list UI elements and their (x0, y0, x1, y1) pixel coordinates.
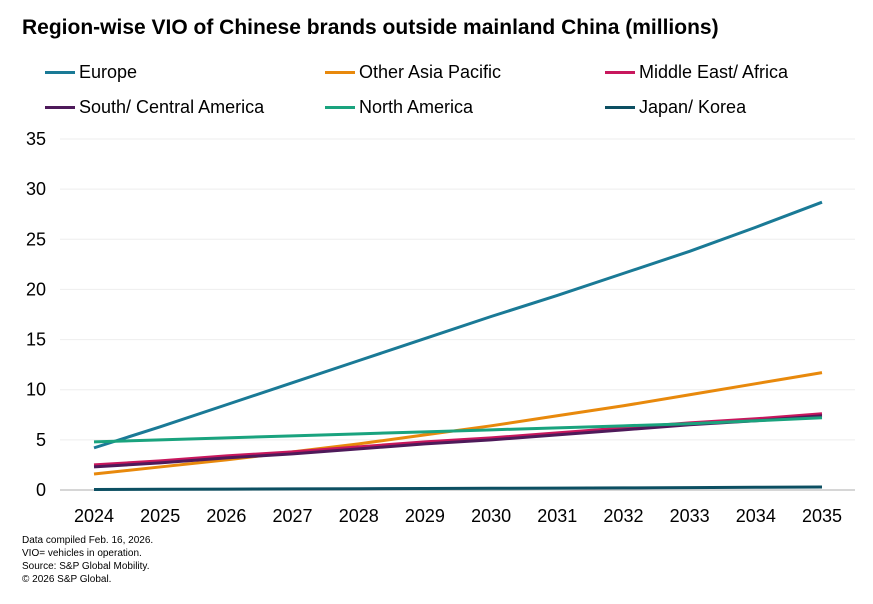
legend-label: South/ Central America (79, 97, 265, 117)
x-tick-label: 2025 (140, 506, 180, 526)
legend-item: Other Asia Pacific (325, 62, 501, 83)
series-line (93, 416, 823, 444)
legend-swatch (45, 106, 75, 109)
y-tick-label: 10 (26, 380, 46, 400)
legend-swatch (605, 106, 635, 109)
legend-item: Middle East/ Africa (605, 62, 788, 83)
x-tick-label: 2032 (603, 506, 643, 526)
footnotes: Data compiled Feb. 16, 2026. VIO= vehicl… (22, 534, 153, 586)
note-source: Source: S&P Global Mobility. (22, 561, 150, 572)
x-tick-label: 2035 (802, 506, 842, 526)
y-tick-label: 20 (26, 279, 46, 299)
x-tick-label: 2027 (273, 506, 313, 526)
legend-swatch (325, 71, 355, 74)
y-tick-label: 5 (36, 430, 46, 450)
note-copyright: © 2026 S&P Global. (22, 574, 112, 585)
x-tick-label: 2029 (405, 506, 445, 526)
series-line (93, 485, 823, 491)
x-tick-label: 2030 (471, 506, 511, 526)
y-tick-label: 35 (26, 129, 46, 149)
x-tick-label: 2033 (670, 506, 710, 526)
y-tick-label: 0 (36, 480, 46, 500)
series-line (93, 200, 823, 450)
x-tick-label: 2026 (206, 506, 246, 526)
legend-swatch (325, 106, 355, 109)
x-tick-label: 2034 (736, 506, 776, 526)
legend-item: Europe (45, 62, 137, 83)
legend-item: North America (325, 97, 473, 118)
legend-label: North America (359, 97, 474, 117)
legend-label: Europe (79, 62, 138, 82)
x-tick-label: 2028 (339, 506, 379, 526)
y-tick-label: 15 (26, 330, 46, 350)
legend-item: Japan/ Korea (605, 97, 746, 118)
legend-label: Japan/ Korea (639, 97, 747, 117)
legend-label: Other Asia Pacific (359, 62, 502, 82)
legend-item: South/ Central America (45, 97, 264, 118)
y-tick-label: 25 (26, 229, 46, 249)
y-tick-label: 30 (26, 179, 46, 199)
chart-title: Region-wise VIO of Chinese brands outsid… (22, 16, 719, 39)
x-tick-label: 2031 (537, 506, 577, 526)
legend-label: Middle East/ Africa (639, 62, 789, 82)
note-vio: VIO= vehicles in operation. (22, 548, 142, 559)
x-tick-label: 2024 (74, 506, 114, 526)
legend-swatch (605, 71, 635, 74)
note-compiled: Data compiled Feb. 16, 2026. (22, 535, 154, 546)
legend-swatch (45, 71, 75, 74)
